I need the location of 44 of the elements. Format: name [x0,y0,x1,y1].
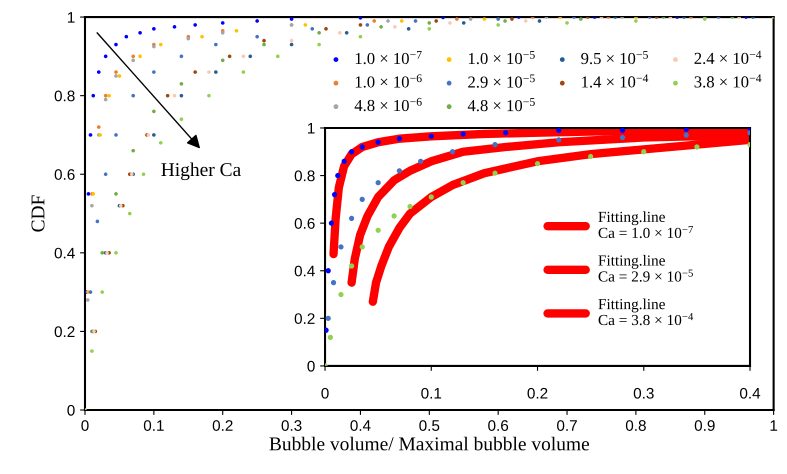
x-tick-label: 0.6 [488,420,508,431]
y-tick-label: 0.8 [54,90,75,102]
legend-label: 1.4 × 10$^{−4}$ [582,74,648,88]
x-axis-title: Bubble volume/ Maximal bubble volume [269,436,590,450]
legend-label: Fitting.line Ca = 2.9 × 10$^{−5}$ [598,254,693,282]
annotation: Higher Ca [161,162,241,180]
legend-label: 1.0 × 10$^{−6}$ [356,74,422,88]
y-tick-label: 0.4 [54,248,75,259]
legend-label: 2.4 × 10$^{−4}$ [694,50,762,64]
x-tick-label: 0.2 [212,420,233,431]
y-tick-label: 1 [308,123,315,134]
x-tick-label: 0.7 [557,420,577,431]
x-tick-label: 0.1 [421,388,442,399]
legend-label: Fitting.line Ca = 3.8 × 10$^{−4}$ [598,298,694,326]
y-tick-label: 0.8 [294,170,315,182]
x-tick-label: 0.3 [282,420,302,431]
y-tick-label: 0.4 [294,266,315,276]
legend-label: 3.8 × 10$^{−4}$ [694,74,762,88]
x-tick-label: 0.4 [740,388,760,399]
x-tick-label: 0.8 [626,420,646,431]
x-tick-label: 1 [770,420,778,431]
legend-label: 4.8 × 10$^{−5}$ [468,98,535,112]
x-tick-label: 0 [321,388,329,399]
y-tick-label: 0.2 [294,313,315,324]
legend-label: 1.0 × 10$^{−7}$ [356,50,422,64]
x-tick-label: 0.5 [419,420,440,431]
legend-label: 4.8 × 10$^{−6}$ [354,98,422,112]
legend-label: Fitting.line Ca = 1.0 × 10$^{−7}$ [598,211,694,238]
y-tick-label: 0 [307,360,315,372]
x-tick-label: 0.9 [694,420,715,431]
legend-label: 1.0 × 10$^{−5}$ [468,50,535,64]
x-tick-label: 0.4 [350,420,371,431]
y-axis-title: CDF [31,195,45,232]
y-tick-label: 1 [68,12,75,23]
x-tick-label: 0.3 [634,388,654,399]
x-tick-label: 0.1 [144,420,164,431]
y-tick-label: 0 [67,404,75,416]
x-tick-label: 0 [81,420,89,431]
y-tick-label: 0.6 [54,169,75,180]
y-tick-label: 0.2 [54,326,75,338]
legend-label: 9.5 × 10$^{−5}$ [581,50,648,64]
legend-label: 2.9 × 10$^{−5}$ [468,74,535,88]
y-tick-label: 0.6 [294,218,315,229]
x-tick-label: 0.2 [528,388,548,399]
